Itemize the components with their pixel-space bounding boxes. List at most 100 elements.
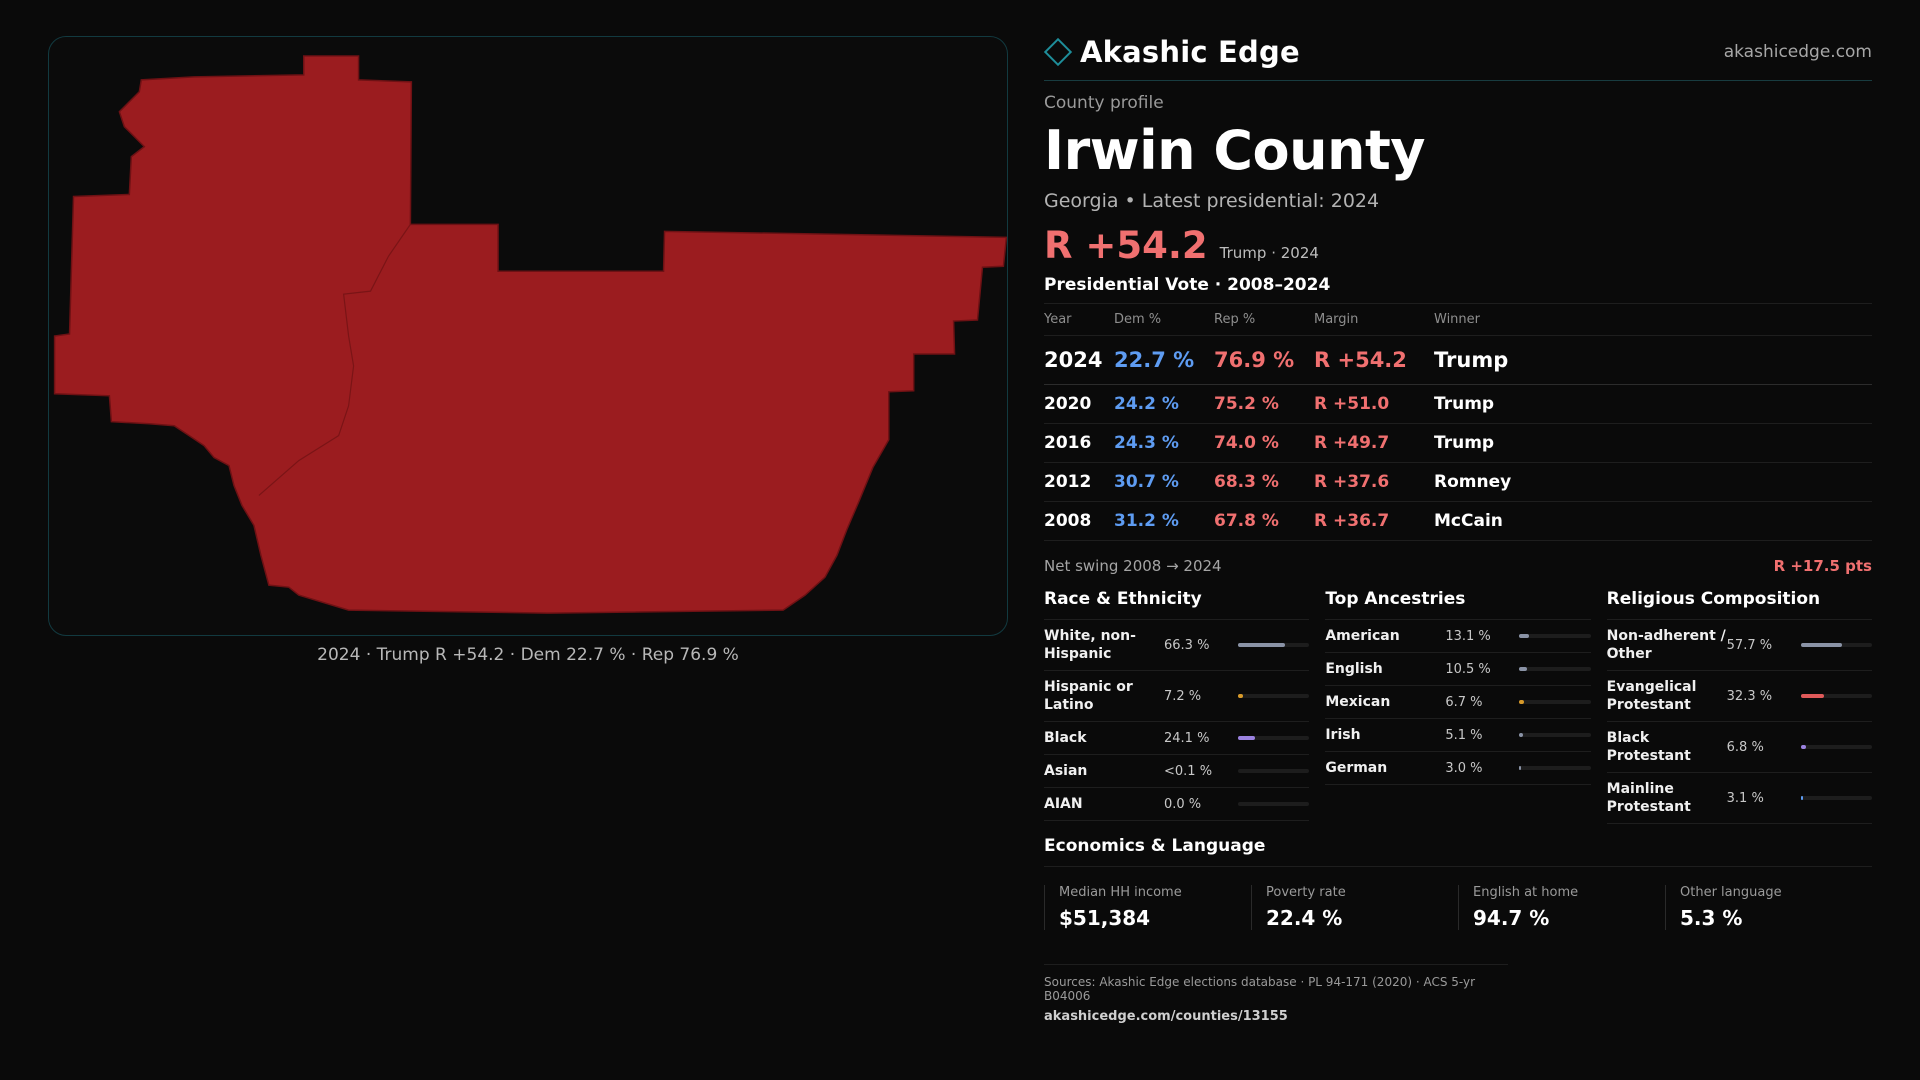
brand-name: Akashic Edge (1080, 35, 1300, 69)
net-swing: Net swing 2008 → 2024 R +17.5 pts (1044, 557, 1872, 575)
stat-label: Hispanic or Latino (1044, 679, 1133, 713)
sources-text: Sources: Akashic Edge elections database… (1044, 975, 1476, 1003)
vote-table-header: Year Dem % Rep % Margin Winner (1044, 303, 1872, 336)
list-item: Mexican 6.7 % (1325, 686, 1591, 719)
county-shape-svg (53, 55, 1007, 614)
row-year: 2008 (1044, 501, 1114, 541)
brand-url-link[interactable]: akashicedge.com (1723, 42, 1872, 62)
vote-table: Year Dem % Rep % Margin Winner 2024 22.7… (1044, 303, 1872, 541)
econ-label: Poverty rate (1266, 885, 1346, 900)
stat-value: 7.2 % (1164, 688, 1202, 704)
row-year: 2016 (1044, 423, 1114, 463)
stat-label: Mainline Protestant (1606, 781, 1691, 815)
econ-stat: English at home 94.7 % (1458, 885, 1665, 930)
list-item: Non-adherent / Other 57.7 % (1606, 620, 1872, 671)
stat-bar (1519, 700, 1591, 704)
row-rep: 76.9 % (1214, 335, 1314, 385)
list-item: English 10.5 % (1325, 653, 1591, 686)
stat-value: 57.7 % (1726, 637, 1773, 653)
page-title: Irwin County (1044, 119, 1426, 182)
stat-label: Mexican (1325, 694, 1391, 710)
list-item: Irish 5.1 % (1325, 719, 1591, 752)
stat-bar-fill (1519, 700, 1525, 704)
list-item: German 3.0 % (1325, 752, 1591, 785)
sources-link[interactable]: akashicedge.com/counties/13155 (1044, 1009, 1288, 1024)
row-dem: 30.7 % (1114, 462, 1214, 502)
stat-label: Evangelical Protestant (1606, 679, 1697, 713)
sources-footer: Sources: Akashic Edge elections database… (1044, 964, 1508, 1024)
economics-title: Economics & Language (1044, 836, 1872, 867)
stat-bar (1238, 802, 1310, 806)
brand: Akashic Edge (1043, 35, 1300, 69)
stat-bar (1238, 694, 1310, 698)
stat-bar-fill (1238, 694, 1244, 698)
header-year: Year (1044, 303, 1114, 336)
stat-label: Irish (1325, 727, 1361, 743)
table-row: 2008 31.2 % 67.8 % R +36.7 McCain (1044, 501, 1872, 541)
row-dem: 24.3 % (1114, 423, 1214, 463)
list-item: Black Protestant 6.8 % (1606, 722, 1872, 773)
econ-label: English at home (1473, 885, 1579, 900)
row-rep: 75.2 % (1214, 384, 1314, 424)
header-divider (1044, 80, 1872, 81)
stat-bar-fill (1519, 667, 1527, 671)
econ-label: Other language (1680, 885, 1782, 900)
row-rep: 68.3 % (1214, 462, 1314, 502)
stat-bar-fill (1800, 745, 1806, 749)
profile-panel: Akashic Edge akashicedge.com County prof… (1043, 30, 1872, 1024)
stat-label: Black Protestant (1606, 730, 1691, 764)
row-year: 2012 (1044, 462, 1114, 502)
econ-value: $51,384 (1059, 906, 1151, 930)
stat-bar (1238, 769, 1310, 773)
map-caption: 2024 · Trump R +54.2 · Dem 22.7 % · Rep … (317, 645, 739, 665)
stat-bar (1238, 736, 1310, 740)
religion-title: Religious Composition (1606, 589, 1872, 620)
swing-label: Net swing 2008 → 2024 (1044, 557, 1222, 575)
row-winner: Trump (1434, 423, 1872, 463)
row-dem: 22.7 % (1114, 335, 1214, 385)
county-map (48, 36, 1008, 636)
headline-note: Trump · 2024 (1219, 244, 1319, 262)
econ-stat: Poverty rate 22.4 % (1251, 885, 1458, 930)
table-row: 2016 24.3 % 74.0 % R +49.7 Trump (1044, 423, 1872, 463)
religion-column: Religious Composition Non-adherent / Oth… (1606, 589, 1872, 824)
economics-grid: Median HH income $51,384 Poverty rate 22… (1044, 885, 1872, 930)
swing-value: R +17.5 pts (1773, 557, 1872, 575)
stat-label: Non-adherent / Other (1606, 628, 1726, 662)
stat-bar-fill (1238, 643, 1286, 647)
stat-bar (1800, 745, 1872, 749)
stat-value: 3.1 % (1726, 790, 1764, 806)
stat-value: <0.1 % (1164, 763, 1213, 779)
race-column: Race & Ethnicity White, non-Hispanic 66.… (1044, 589, 1310, 824)
stat-bar (1800, 796, 1872, 800)
stat-value: 6.8 % (1726, 739, 1764, 755)
stat-bar-fill (1519, 766, 1522, 770)
stat-bar-fill (1800, 643, 1842, 647)
stat-value: 32.3 % (1726, 688, 1773, 704)
list-item: American 13.1 % (1325, 620, 1591, 653)
row-margin: R +49.7 (1314, 423, 1434, 463)
stat-label: American (1325, 628, 1400, 644)
stat-bar (1800, 643, 1872, 647)
header-rep: Rep % (1214, 303, 1314, 336)
header-winner: Winner (1434, 303, 1872, 336)
row-dem: 31.2 % (1114, 501, 1214, 541)
stat-bar (1238, 643, 1310, 647)
list-item: AIAN 0.0 % (1044, 788, 1310, 821)
stat-bar (1519, 733, 1591, 737)
header-dem: Dem % (1114, 303, 1214, 336)
header-margin: Margin (1314, 303, 1434, 336)
row-margin: R +36.7 (1314, 501, 1434, 541)
stat-value: 13.1 % (1445, 628, 1491, 644)
county-shape (53, 55, 1007, 614)
stat-value: 3.0 % (1445, 760, 1483, 776)
stat-value: 66.3 % (1164, 637, 1210, 653)
stat-label: German (1325, 760, 1388, 776)
diamond-logo-icon (1043, 37, 1073, 67)
row-winner: McCain (1434, 501, 1872, 541)
ancestry-title: Top Ancestries (1325, 589, 1591, 620)
stat-label: Asian (1044, 763, 1088, 779)
row-rep: 74.0 % (1214, 423, 1314, 463)
stat-value: 6.7 % (1445, 694, 1483, 710)
table-row: 2012 30.7 % 68.3 % R +37.6 Romney (1044, 462, 1872, 502)
